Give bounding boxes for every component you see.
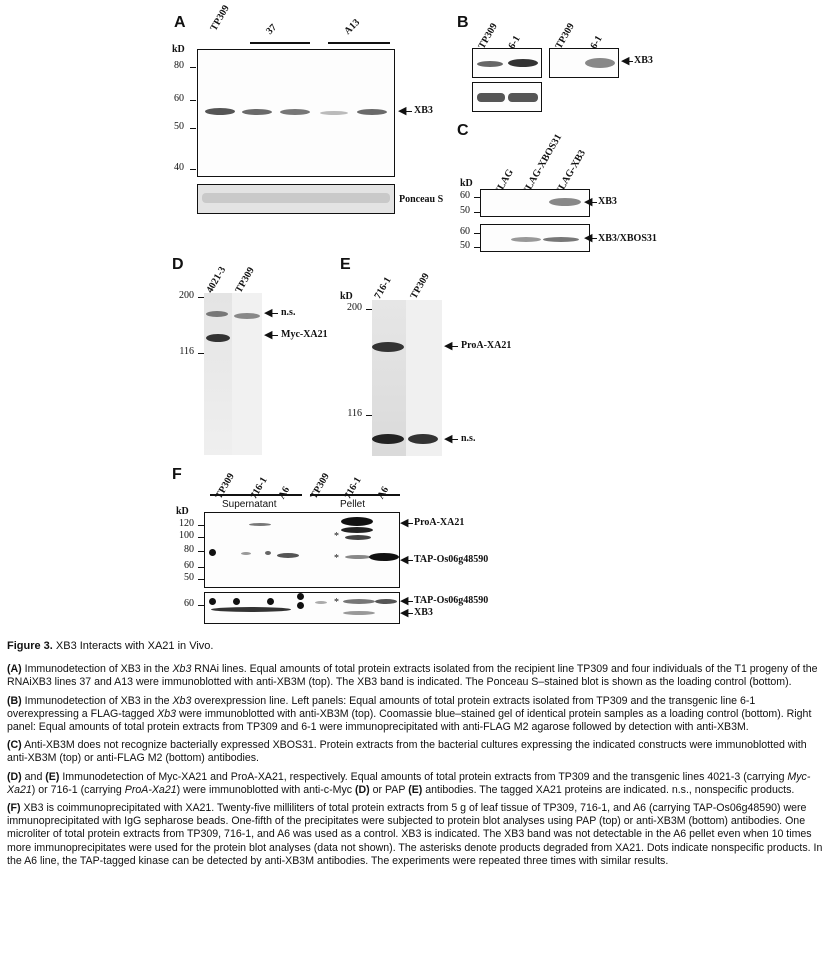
panel-f-lane-tp309-sup: TP309 — [213, 471, 237, 501]
figure-3: A kD TP309 37 A13 80 60 50 40 ◀ XB3 Ponc… — [172, 3, 657, 624]
panel-b-lane-tp309-left: TP309 — [476, 21, 500, 51]
panel-b-lane-tp309-right: TP309 — [553, 21, 577, 51]
panel-f-bracket-supernatant — [210, 494, 302, 496]
panel-b-xb3-label: XB3 — [634, 55, 653, 66]
panel-f-tap-label-top: TAP-Os06g48590 — [414, 554, 489, 565]
panel-d-lane-tp309: TP309 — [233, 265, 257, 295]
panel-f-asterisk-3: * — [334, 597, 339, 608]
panel-f-kd: kD — [176, 506, 189, 517]
panel-e-proa-xa21-label: ProA-XA21 — [461, 340, 512, 351]
panel-a-mw-40: 40 — [174, 162, 184, 173]
panel-f-asterisk-2: * — [334, 553, 339, 564]
caption-paragraph-b: (B) Immunodetection of XB3 in the Xb3 ov… — [7, 694, 812, 734]
panel-a-label: A — [174, 14, 186, 31]
panel-b-blot-left-top — [472, 48, 542, 78]
panel-a-xb3-label: XB3 — [414, 105, 433, 116]
panel-a-lane-tp309: TP309 — [208, 3, 232, 34]
panel-a-mw-60: 60 — [174, 93, 184, 104]
panel-a-mw-50: 50 — [174, 121, 184, 132]
panel-c-blot-bottom — [480, 224, 590, 252]
panel-b-label: B — [457, 14, 469, 31]
panel-b-blot-left-bottom — [472, 82, 542, 112]
panel-f-pellet-label: Pellet — [340, 499, 366, 510]
panel-c-mw-60-top: 60 — [460, 190, 470, 201]
caption-title: Figure 3. XB3 Interacts with XA21 in Viv… — [7, 640, 214, 652]
panel-d-blot — [204, 293, 262, 455]
panel-f-supernatant-label: Supernatant — [222, 499, 277, 510]
panel-e-mw-116: 116 — [347, 408, 362, 419]
panel-f-mw-100: 100 — [179, 530, 194, 541]
panel-c-mw-60-bottom: 60 — [460, 226, 470, 237]
panel-d-label: D — [172, 256, 184, 273]
panel-c-xb3-xbos31-label: XB3/XBOS31 — [598, 233, 657, 244]
panel-f-tap-label-bottom: TAP-Os06g48590 — [414, 595, 489, 606]
caption-paragraph-f: (F) XB3 is coimmunoprecipitated with XA2… — [7, 802, 823, 867]
nonspecific-dot — [209, 598, 216, 605]
panel-f-mw-60-bottom: 60 — [184, 598, 194, 609]
figure-caption: Figure 3. XB3 Interacts with XA21 in Viv… — [7, 640, 825, 873]
panel-d-myc-xa21-label: Myc-XA21 — [281, 329, 328, 340]
panel-f-blot-top — [204, 512, 400, 588]
panel-a-ponceau-label: Ponceau S — [399, 194, 444, 205]
panel-f-mw-60: 60 — [184, 560, 194, 571]
panel-f-lane-716-1-sup: 716-1 — [248, 475, 270, 501]
panel-c-mw-50-top: 50 — [460, 205, 470, 216]
panel-f-bracket-pellet — [310, 494, 400, 496]
panel-f-lane-716-1-pel: 716-1 — [342, 475, 364, 501]
panel-f-asterisk-1: * — [334, 531, 339, 542]
panel-e-lane-tp309: TP309 — [408, 271, 432, 301]
panel-d-mw-200: 200 — [179, 290, 194, 301]
panel-f-mw-120: 120 — [179, 518, 194, 529]
panel-c-mw-50-bottom: 50 — [460, 240, 470, 251]
panel-a-blot-xb3 — [197, 49, 395, 177]
nonspecific-dot — [267, 598, 274, 605]
panel-a-bracket-a13 — [328, 42, 390, 44]
panel-a-lane-37: 37 — [264, 22, 280, 37]
panel-f-xb3-label: XB3 — [414, 607, 433, 618]
panel-d-mw-116: 116 — [179, 346, 194, 357]
panel-e-ns-label: n.s. — [461, 433, 476, 444]
panel-d-ns-label: n.s. — [281, 307, 296, 318]
panel-a-bracket-37 — [250, 42, 310, 44]
panel-e-mw-200: 200 — [347, 302, 362, 313]
panel-e-lane-716-1: 716-1 — [372, 275, 394, 301]
panel-e-blot — [372, 300, 442, 456]
nonspecific-dot — [209, 549, 216, 556]
panel-e-label: E — [340, 256, 351, 273]
panel-a-mw-80: 80 — [174, 60, 184, 71]
panel-a-ponceau-blot — [197, 184, 395, 214]
nonspecific-dot — [297, 593, 304, 600]
panel-c-blot-top — [480, 189, 590, 217]
caption-paragraph-a: (A) Immunodetection of XB3 in the Xb3 RN… — [7, 663, 818, 689]
panel-c-xb3-label: XB3 — [598, 196, 617, 207]
panel-f-lane-tp309-pel: TP309 — [308, 471, 332, 501]
panel-a-kd: kD — [172, 44, 185, 55]
panel-b-blot-right — [549, 48, 619, 78]
panel-a-lane-a13: A13 — [342, 17, 363, 37]
caption-paragraph-c: (C) Anti-XB3M does not recognize bacteri… — [7, 739, 807, 765]
panel-f-label: F — [172, 466, 182, 483]
panel-f-mw-80: 80 — [184, 544, 194, 555]
panel-e-kd: kD — [340, 291, 353, 302]
panel-c-label: C — [457, 122, 469, 139]
panel-d-lane-4021-3: 4021-3 — [204, 264, 229, 295]
panel-f-blot-bottom — [204, 592, 400, 624]
nonspecific-dot — [297, 602, 304, 609]
panel-f-mw-50: 50 — [184, 572, 194, 583]
panel-f-proa-xa21-label: ProA-XA21 — [414, 517, 465, 528]
panel-c-kd: kD — [460, 178, 473, 189]
caption-paragraph-de: (D) and (E) Immunodetection of Myc-XA21 … — [7, 770, 811, 796]
nonspecific-dot — [233, 598, 240, 605]
panel-f-lane-a6-pel: A6 — [375, 484, 392, 501]
panel-f-lane-a6-sup: A6 — [276, 484, 293, 501]
